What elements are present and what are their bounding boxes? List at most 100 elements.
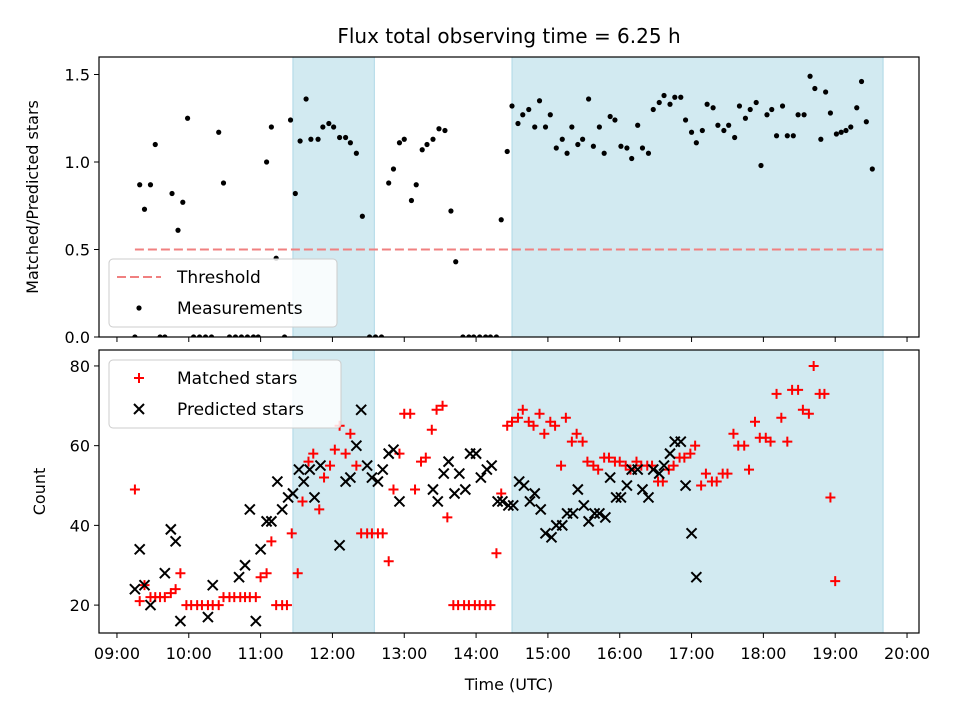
legend-matched-swatch bbox=[134, 373, 144, 383]
x-tick-label: 18:00 bbox=[740, 644, 786, 663]
measurement-point bbox=[721, 127, 727, 134]
measurement-point bbox=[386, 180, 392, 186]
measurement-point bbox=[132, 334, 138, 337]
predicted-star-point bbox=[524, 495, 536, 508]
y-tick-label: 40 bbox=[70, 516, 90, 535]
measurement-point bbox=[326, 120, 332, 127]
matched-star-point bbox=[410, 484, 421, 495]
count-panel: 20 40 60 80 09:00 10:00 11:00 12:00 13:00 14:00 15… bbox=[30, 349, 930, 663]
predicted-star-point bbox=[496, 495, 509, 508]
predicted-star-point bbox=[366, 471, 378, 484]
measurement-point bbox=[833, 131, 840, 137]
predicted-star-point bbox=[254, 543, 267, 556]
measurement-point bbox=[532, 124, 538, 130]
measurement-point bbox=[854, 105, 860, 111]
predicted-star-point bbox=[690, 571, 703, 583]
observing-window-2 bbox=[511, 349, 884, 634]
measurement-point bbox=[779, 103, 786, 109]
predicted-star-point bbox=[344, 471, 357, 484]
predicted-star-point bbox=[129, 583, 141, 595]
predicted-star-point bbox=[293, 463, 305, 476]
y-axis-label: Count bbox=[30, 468, 49, 516]
measurement-point bbox=[504, 148, 510, 155]
measurement-point bbox=[208, 334, 215, 337]
predicted-star-point bbox=[260, 515, 273, 528]
matched-star-point bbox=[534, 408, 545, 419]
predicted-star-point bbox=[545, 531, 558, 544]
matched-star-point bbox=[808, 360, 819, 371]
measurement-point bbox=[618, 143, 624, 149]
predicted-star-point bbox=[361, 459, 373, 472]
measurement-point bbox=[559, 136, 565, 142]
measurement-point bbox=[372, 334, 379, 337]
measurement-point bbox=[801, 112, 807, 118]
matched-star-point bbox=[750, 416, 760, 427]
predicted-star-point bbox=[438, 467, 450, 480]
predicted-star-point bbox=[631, 463, 644, 476]
matched-star-point bbox=[250, 592, 261, 603]
matched-star-point bbox=[170, 584, 181, 595]
measurement-point bbox=[147, 182, 154, 188]
predicted-star-point bbox=[138, 579, 151, 591]
measurement-point bbox=[699, 127, 705, 134]
measurement-point bbox=[564, 150, 570, 156]
matched-star-point bbox=[297, 496, 308, 507]
predicted-star-point bbox=[599, 511, 612, 524]
matched-star-point bbox=[255, 572, 266, 583]
predicted-star-point bbox=[459, 483, 472, 496]
matched-star-point bbox=[405, 408, 416, 419]
x-tick-label: 20:00 bbox=[884, 644, 930, 663]
measurement-point bbox=[736, 103, 743, 109]
measurement-point bbox=[827, 110, 834, 116]
predicted-star-point bbox=[448, 487, 461, 500]
measurement-point bbox=[263, 159, 270, 165]
measurement-point bbox=[704, 101, 710, 107]
legend-predicted-swatch bbox=[133, 403, 145, 415]
measurement-point bbox=[515, 120, 521, 127]
measurement-point bbox=[430, 136, 436, 142]
measurement-point bbox=[586, 96, 592, 102]
predicted-star-point bbox=[144, 599, 157, 611]
matched-star-point bbox=[281, 600, 292, 611]
matched-star-point bbox=[819, 388, 830, 399]
measurement-point bbox=[190, 334, 197, 337]
matched-star-point bbox=[782, 436, 793, 447]
x-tick-label: 10:00 bbox=[166, 644, 212, 663]
measurement-point bbox=[726, 122, 732, 128]
measurement-point bbox=[784, 133, 790, 139]
matched-star-point bbox=[512, 412, 523, 423]
measurement-point bbox=[645, 150, 652, 156]
matched-star-point bbox=[437, 400, 448, 411]
measurement-point bbox=[460, 334, 466, 337]
measurement-point bbox=[590, 143, 596, 149]
measurement-point bbox=[858, 78, 865, 85]
legend-box bbox=[108, 359, 342, 429]
measurement-point bbox=[639, 145, 646, 151]
measurement-point bbox=[268, 124, 274, 130]
predicted-star-point bbox=[333, 539, 346, 552]
x-tick-label: 13:00 bbox=[381, 644, 427, 663]
ratio-panel: 0.0 0.5 1.0 1.5 Matched/Predicted stars Thres… bbox=[23, 56, 920, 347]
measurement-point bbox=[232, 334, 239, 337]
matched-star-point bbox=[426, 424, 437, 435]
predicted-star-point bbox=[207, 579, 219, 591]
measurement-point bbox=[250, 334, 257, 337]
matched-star-point bbox=[593, 464, 604, 475]
measurement-point bbox=[661, 92, 667, 99]
measurement-point bbox=[575, 141, 581, 148]
matched-star-point bbox=[560, 412, 571, 423]
predicted-star-point bbox=[636, 483, 649, 496]
measurement-point bbox=[216, 129, 222, 135]
predicted-star-point bbox=[535, 503, 547, 516]
matched-star-point bbox=[319, 472, 330, 483]
matched-star-point bbox=[442, 512, 453, 523]
predicted-star-point bbox=[265, 515, 278, 528]
measurement-point bbox=[162, 334, 168, 337]
predicted-star-point bbox=[593, 507, 606, 520]
matched-star-point bbox=[679, 452, 690, 463]
measurement-point bbox=[612, 117, 618, 123]
predicted-star-point bbox=[518, 479, 530, 492]
measurement-point bbox=[710, 105, 716, 111]
legend: Matched stars Predicted stars bbox=[108, 359, 342, 429]
matched-star-point bbox=[134, 596, 145, 607]
